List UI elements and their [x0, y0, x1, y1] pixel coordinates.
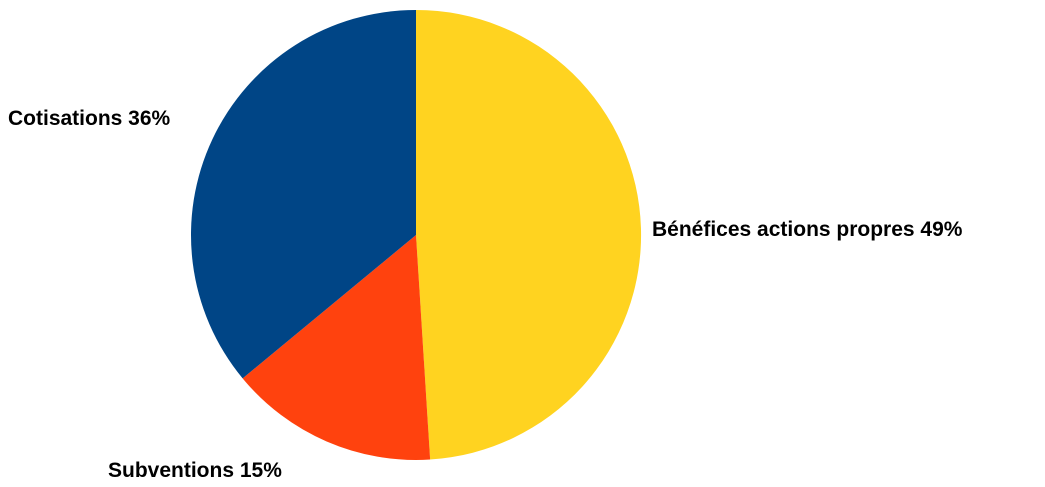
slice-label-benefices: Bénéfices actions propres 49%	[652, 218, 963, 241]
slice-label-cotisations: Cotisations 36%	[8, 107, 171, 130]
pie-labels: Bénéfices actions propres 49% Subvention…	[8, 107, 963, 482]
slice-label-subventions: Subventions 15%	[108, 459, 282, 482]
pie-slice-subventions	[242, 235, 431, 461]
pie-slice-cotisations	[190, 9, 416, 379]
pie-slices	[190, 9, 642, 461]
pie-slice-benefices	[416, 9, 642, 460]
